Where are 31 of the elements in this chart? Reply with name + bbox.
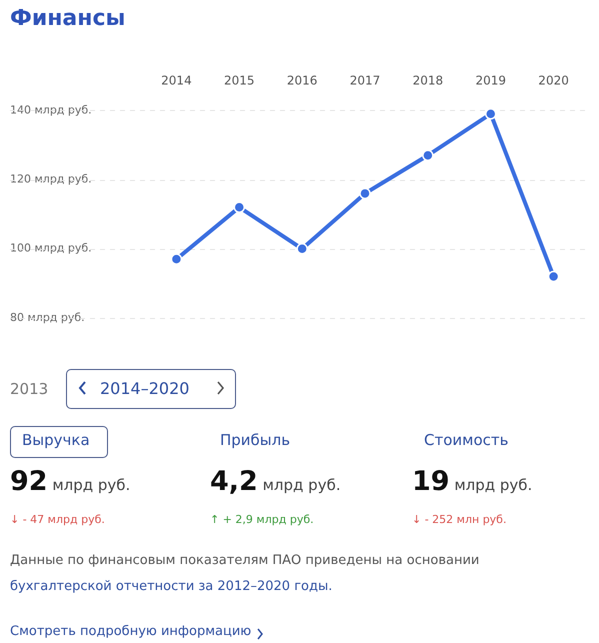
y-tick-label: 120 млрд руб. [10, 172, 92, 186]
point [422, 150, 434, 162]
text: ↓ - 252 млн руб. [412, 513, 506, 526]
point [484, 108, 496, 120]
x-tick-label: 2018 [412, 73, 444, 88]
x-tick-label: 2017 [350, 73, 380, 88]
text: Выручка [22, 431, 90, 449]
point [234, 202, 246, 214]
y-tick-label: 100 млрд руб. [10, 242, 92, 255]
point [359, 188, 371, 200]
point [548, 270, 560, 282]
text: ↓ - 47 млрд руб. [10, 513, 105, 526]
text: Данные по финансовым показателям ПАО приведены на основании [10, 553, 480, 568]
y-tick-label: 140 млрд руб. [10, 103, 92, 116]
x-tick-label: 2015 [224, 73, 255, 88]
text: 4,2 млрд руб. [210, 466, 341, 497]
x-tick-label: 2016 [286, 73, 318, 88]
point [170, 253, 182, 265]
text: Стоимость [424, 431, 508, 449]
x-tick-label: 2019 [475, 73, 506, 88]
text: бухгалтерской отчетности за 2012–2020 годы. [10, 579, 332, 594]
x-tick-label: 2014 [161, 73, 192, 88]
x-tick-label: 2020 [538, 73, 569, 88]
text: 2014–2020 [100, 379, 190, 398]
text: Прибыль [220, 431, 290, 449]
text: Смотреть подробную информацию [10, 624, 252, 639]
text: 2013 [10, 380, 48, 398]
chart-title: Финансы [10, 6, 126, 31]
text: ↑ + 2,9 млрд руб. [210, 513, 314, 526]
text: 19 млрд руб. [412, 466, 532, 497]
text: 92 млрд руб. [10, 466, 130, 497]
